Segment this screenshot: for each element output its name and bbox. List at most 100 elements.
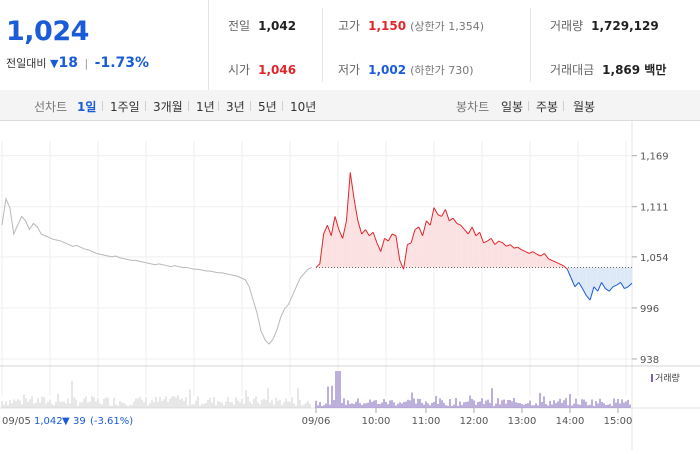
price-segment xyxy=(597,282,603,292)
price-segment xyxy=(414,226,420,231)
price-segment xyxy=(627,282,633,288)
area-segment xyxy=(597,267,602,292)
price-segment xyxy=(365,229,370,237)
price-segment xyxy=(612,284,617,288)
price-segment xyxy=(620,282,625,289)
upper-limit: (상한가 1,354) xyxy=(410,20,484,33)
price-segment xyxy=(479,232,484,243)
area-segment xyxy=(331,216,336,268)
high-value: 1,150 xyxy=(368,19,407,33)
lower-limit: (하한가 730) xyxy=(410,64,474,77)
price-segment xyxy=(410,229,416,243)
price-segment xyxy=(376,242,382,252)
area-segment xyxy=(582,267,587,296)
price-segment xyxy=(585,295,591,301)
price-segment xyxy=(536,253,541,257)
area-segment xyxy=(475,232,480,268)
price-segment xyxy=(502,242,507,247)
price-segment xyxy=(574,282,580,288)
area-segment xyxy=(533,251,537,268)
price-segment xyxy=(475,231,481,237)
price-segment xyxy=(342,220,347,239)
area-segment xyxy=(628,267,632,287)
price-segment xyxy=(578,282,583,289)
price-segment xyxy=(624,286,629,290)
area-segment xyxy=(487,238,492,268)
price-segment xyxy=(532,251,538,255)
tab-1w[interactable]: 1주일 xyxy=(110,100,140,114)
area-segment xyxy=(536,254,541,268)
price-segment xyxy=(437,214,442,217)
x-tick-label: 14:00 xyxy=(556,416,585,427)
area-segment xyxy=(388,234,393,268)
price-segment xyxy=(444,209,450,221)
area-segment xyxy=(456,223,461,268)
price-segment xyxy=(483,240,488,244)
price-segment xyxy=(338,229,344,239)
area-segment xyxy=(392,234,396,268)
amount-label: 거래대금 xyxy=(550,63,595,77)
x-tick-label: 12:00 xyxy=(460,416,489,427)
area-segment xyxy=(407,242,412,268)
price-segment xyxy=(555,261,560,265)
area-segment xyxy=(521,249,526,268)
price-segment xyxy=(544,253,549,259)
x-tick-label: 13:00 xyxy=(508,416,537,427)
low-value: 1,002 xyxy=(368,63,407,77)
price-segment xyxy=(357,220,363,235)
price-segment xyxy=(384,237,389,242)
area-segment xyxy=(525,251,530,268)
tab-3m[interactable]: 3개월 xyxy=(153,100,183,114)
x-tick-label: 09/06 xyxy=(302,416,331,427)
area-segment xyxy=(624,267,629,289)
tab-daily-candle[interactable]: 일봉 xyxy=(501,100,524,114)
area-segment xyxy=(414,226,419,268)
area-segment xyxy=(571,267,575,287)
y-tick-label: 996 xyxy=(640,304,659,315)
price-segment xyxy=(540,252,545,257)
price-segment xyxy=(517,246,522,251)
price-segment xyxy=(593,286,599,292)
area-segment xyxy=(460,225,465,268)
volume-legend-swatch xyxy=(651,374,653,382)
tab-1y[interactable]: 1년 xyxy=(196,100,215,114)
price-segment xyxy=(570,277,576,287)
price-segment xyxy=(563,265,568,270)
tab-weekly-candle[interactable]: 주봉 xyxy=(536,100,559,114)
low-label: 저가 xyxy=(338,63,361,77)
tab-10y[interactable]: 10년 xyxy=(290,100,317,114)
open-label: 시가 xyxy=(228,63,251,77)
price-segment xyxy=(426,220,431,226)
price-segment xyxy=(452,217,458,224)
tab-monthly-candle[interactable]: 월봉 xyxy=(573,100,596,114)
area-segment xyxy=(426,220,431,268)
area-segment xyxy=(544,253,549,268)
candle-chart-label: 봉차트 xyxy=(456,100,490,114)
price-segment xyxy=(559,263,564,267)
area-segment xyxy=(513,247,518,268)
tab-3y[interactable]: 3년 xyxy=(226,100,245,114)
price-segment xyxy=(589,286,595,301)
area-segment xyxy=(502,242,507,268)
prev-day-price: 1,042 xyxy=(34,416,63,427)
volume-label: 거래량 xyxy=(550,19,584,33)
high-label: 고가 xyxy=(338,19,361,33)
area-segment xyxy=(464,229,469,268)
area-segment xyxy=(346,172,351,268)
current-price: 1,024 xyxy=(6,16,89,47)
area-segment xyxy=(529,251,534,268)
area-segment xyxy=(380,238,385,268)
price-segment xyxy=(330,216,336,236)
area-segment xyxy=(441,209,446,268)
area-segment xyxy=(342,220,347,268)
x-tick-label: 15:00 xyxy=(604,416,633,427)
area-segment xyxy=(548,258,553,268)
area-segment xyxy=(483,241,488,268)
area-segment xyxy=(335,216,339,268)
area-segment xyxy=(472,226,476,268)
tab-5y[interactable]: 5년 xyxy=(258,100,277,114)
area-segment xyxy=(498,241,503,268)
price-segment xyxy=(319,233,325,264)
area-segment xyxy=(449,218,454,268)
tab-1d[interactable]: 1일 xyxy=(77,100,97,114)
